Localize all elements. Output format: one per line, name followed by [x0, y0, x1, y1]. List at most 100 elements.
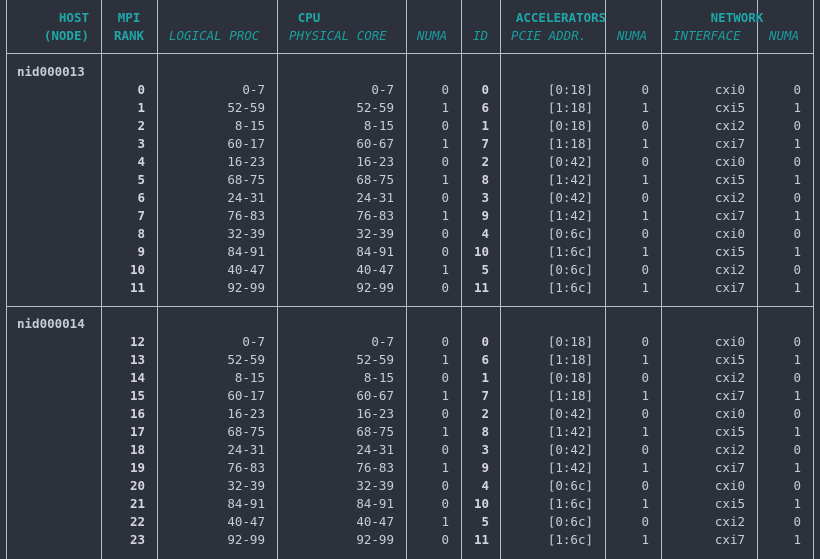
accel-numa-cell: 1 [641, 100, 649, 115]
pcie-address-cell: [1:6c] [547, 244, 593, 259]
net-numa-cell: 0 [793, 334, 801, 349]
physical-core-cell: 0-7 [371, 334, 394, 349]
interface-cell: cxi5 [714, 496, 745, 511]
accelerator-id-cell: 6 [481, 352, 489, 367]
interface-cell: cxi7 [714, 532, 745, 547]
accel-numa-cell: 0 [641, 118, 649, 133]
logical-proc-cell: 60-17 [227, 388, 265, 403]
mpi-rank-cell: 16 [129, 406, 145, 421]
accelerator-id-cell: 10 [473, 496, 489, 511]
pcie-address-cell: [1:42] [547, 208, 593, 223]
accel-numa-cell: 1 [641, 136, 649, 151]
node-separator [6, 306, 814, 307]
pcie-address-cell: [1:18] [547, 136, 593, 151]
column-divider [605, 0, 606, 559]
logical-proc-cell: 76-83 [227, 208, 265, 223]
pcie-address-cell: [0:18] [547, 82, 593, 97]
physical-core-cell: 8-15 [363, 370, 394, 385]
accel-numa-cell: 1 [641, 280, 649, 295]
logical-proc-cell: 0-7 [242, 82, 265, 97]
net-numa-cell: 0 [793, 406, 801, 421]
interface-cell: cxi7 [714, 280, 745, 295]
accelerator-id-cell: 4 [481, 226, 489, 241]
interface-cell: cxi0 [714, 226, 745, 241]
logical-proc-cell: 92-99 [227, 280, 265, 295]
pcie-address-cell: [1:6c] [547, 280, 593, 295]
interface-cell: cxi7 [714, 388, 745, 403]
pcie-address-cell: [1:18] [547, 100, 593, 115]
interface-cell: cxi0 [714, 406, 745, 421]
net-numa-header: NUMA [769, 28, 800, 43]
physical-core-cell: 16-23 [356, 406, 394, 421]
accel-numa-cell: 0 [641, 226, 649, 241]
column-divider [6, 0, 7, 559]
node-name: nid000013 [17, 64, 85, 79]
physical-core-cell: 84-91 [356, 496, 394, 511]
physical-core-cell: 16-23 [356, 154, 394, 169]
mpi-rank-cell: 4 [137, 154, 145, 169]
host-header: HOST [58, 10, 89, 25]
mpi-rank-cell: 8 [137, 226, 145, 241]
mpi-rank-cell: 17 [129, 424, 145, 439]
accelerator-id-cell: 11 [473, 280, 489, 295]
accelerator-id-cell: 5 [481, 514, 489, 529]
logical-proc-cell: 84-91 [227, 496, 265, 511]
accelerator-id-cell: 3 [481, 442, 489, 457]
logical-proc-cell: 0-7 [242, 334, 265, 349]
accelerator-id-cell: 2 [481, 406, 489, 421]
cpu-header: CPU [297, 10, 321, 25]
physical-core-cell: 60-67 [356, 136, 394, 151]
net-numa-cell: 0 [793, 190, 801, 205]
accelerators-header: ACCELERATORS [515, 10, 607, 25]
pcie-address-cell: [0:42] [547, 442, 593, 457]
interface-cell: cxi0 [714, 154, 745, 169]
physical-core-cell: 40-47 [356, 514, 394, 529]
logical-proc-cell: 40-47 [227, 514, 265, 529]
accel-numa-cell: 1 [641, 208, 649, 223]
logical-proc-cell: 68-75 [227, 172, 265, 187]
physical-core-cell: 32-39 [356, 478, 394, 493]
pcie-address-cell: [0:42] [547, 154, 593, 169]
interface-cell: cxi0 [714, 334, 745, 349]
physical-core-cell: 24-31 [356, 442, 394, 457]
physical-core-cell: 60-67 [356, 388, 394, 403]
pcie-address-cell: [0:6c] [547, 478, 593, 493]
accelerator-id-cell: 9 [481, 460, 489, 475]
mpi-rank-cell: 15 [129, 388, 145, 403]
physical-core-cell: 76-83 [356, 460, 394, 475]
cpu-numa-cell: 0 [441, 118, 449, 133]
cpu-numa-cell: 1 [441, 208, 449, 223]
net-numa-cell: 1 [793, 208, 801, 223]
pcie-address-cell: [0:6c] [547, 514, 593, 529]
accelerator-id-cell: 8 [481, 172, 489, 187]
accelerator-id-cell: 5 [481, 262, 489, 277]
mpi-rank-cell: 0 [137, 82, 145, 97]
accel-numa-cell: 0 [641, 334, 649, 349]
interface-cell: cxi7 [714, 208, 745, 223]
net-numa-cell: 1 [793, 136, 801, 151]
column-divider [157, 0, 158, 559]
net-numa-cell: 0 [793, 82, 801, 97]
net-numa-cell: 1 [793, 100, 801, 115]
physical-core-cell: 24-31 [356, 190, 394, 205]
mpi-rank-cell: 13 [129, 352, 145, 367]
column-divider [500, 0, 501, 559]
net-numa-cell: 1 [793, 388, 801, 403]
cpu-numa-cell: 0 [441, 154, 449, 169]
net-numa-cell: 1 [793, 244, 801, 259]
mpi-rank-cell: 6 [137, 190, 145, 205]
cpu-numa-cell: 1 [441, 514, 449, 529]
logical-proc-cell: 76-83 [227, 460, 265, 475]
interface-cell: cxi5 [714, 100, 745, 115]
accel-numa-cell: 1 [641, 244, 649, 259]
mpi-rank-cell: 1 [137, 100, 145, 115]
physical-core-cell: 52-59 [356, 352, 394, 367]
accel-numa-cell: 0 [641, 406, 649, 421]
interface-cell: cxi5 [714, 244, 745, 259]
pcie-address-cell: [0:6c] [547, 226, 593, 241]
physical-core-cell: 92-99 [356, 532, 394, 547]
interface-cell: cxi7 [714, 460, 745, 475]
net-numa-cell: 0 [793, 478, 801, 493]
mpi-rank-cell: 18 [129, 442, 145, 457]
